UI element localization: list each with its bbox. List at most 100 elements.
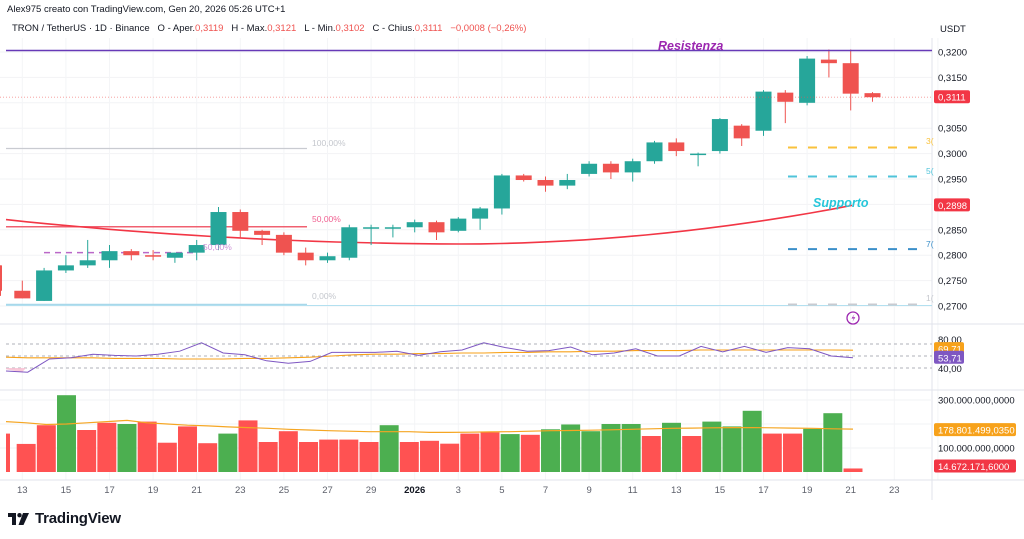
ma-line — [5, 204, 853, 245]
change-value: −0,0008 (−0,26%) — [450, 23, 527, 34]
candle — [297, 247, 314, 266]
date-tick-label[interactable]: 3 — [456, 485, 461, 496]
candle — [733, 124, 750, 146]
date-tick-label[interactable]: 9 — [586, 485, 591, 496]
drawing-lines[interactable] — [0, 49, 932, 98]
date-tick-label[interactable]: 27 — [322, 485, 333, 496]
date-tick-label[interactable]: 29 — [366, 485, 377, 496]
date-tick-label[interactable]: 2026 — [404, 485, 425, 496]
candle-body — [79, 260, 96, 266]
date-tick-label[interactable]: 23 — [889, 485, 900, 496]
volume-tag-bg — [934, 459, 1016, 473]
volume-ma-tag-bg — [934, 423, 1016, 437]
candle — [254, 229, 271, 246]
date-tick-label[interactable]: 7 — [543, 485, 548, 496]
candle-body — [777, 92, 794, 102]
date-tick-label[interactable]: 21 — [191, 485, 202, 496]
volume-bar — [117, 424, 137, 472]
fibonacci-retracement[interactable] — [6, 146, 932, 306]
candle — [559, 173, 576, 190]
date-tick-label[interactable]: 17 — [758, 485, 769, 496]
volume-bar — [601, 424, 621, 472]
candle-body — [602, 163, 619, 173]
candle-body — [472, 208, 489, 219]
candle-body — [733, 125, 750, 139]
volume-bar — [581, 431, 601, 472]
ma-price-tag-bg — [934, 198, 970, 212]
candle — [777, 90, 794, 124]
candle — [537, 176, 554, 192]
high-value: 0,3121 — [267, 23, 297, 34]
last-price-tag-bg — [934, 90, 970, 104]
rsi-tag-bg — [934, 350, 964, 364]
date-tick-label[interactable]: 19 — [802, 485, 813, 496]
price-tick-label: 0,2750 — [938, 276, 967, 287]
open-value: 0,3119 — [195, 23, 224, 34]
date-tick-label[interactable]: 17 — [104, 485, 115, 496]
date-tick-label[interactable]: 15 — [715, 485, 726, 496]
candle — [820, 49, 837, 78]
price-tick-label: 0,2850 — [938, 225, 967, 236]
symbol-name[interactable]: TRON / TetherUS · 1D · Binance — [12, 23, 150, 34]
candle — [188, 239, 205, 261]
candle-body — [14, 290, 31, 299]
date-tick-label[interactable]: 11 — [628, 485, 638, 496]
candle — [0, 265, 2, 296]
rsi-tag-text: 53,71 — [938, 353, 962, 364]
fib-small-label-50: 50,00% — [203, 242, 232, 252]
tradingview-logo-icon — [8, 512, 29, 525]
volume-bar — [420, 440, 439, 472]
close-label: C - Chius. — [372, 23, 415, 34]
price-tick-label: 0,3000 — [938, 149, 967, 160]
date-tick-label[interactable]: 13 — [671, 485, 682, 496]
ma-price-tag-text: 0,2898 — [938, 201, 967, 212]
volume-ma-tag-text: 178.801.499,0350 — [938, 426, 1015, 437]
candle-body — [820, 59, 837, 64]
volume-bar — [682, 436, 702, 472]
volume-bar — [238, 420, 258, 472]
volume-bar — [6, 433, 10, 472]
candle-body — [123, 251, 140, 256]
candle-body — [537, 180, 554, 186]
low-label: L - Min. — [304, 23, 336, 34]
candle — [363, 224, 380, 246]
fib-right-label-382: 3( — [926, 136, 934, 146]
volume-bar — [57, 395, 76, 472]
volume-bar — [97, 422, 117, 472]
volume-ma-line — [5, 419, 854, 433]
date-tick-label[interactable]: 21 — [845, 485, 856, 496]
volume-bar — [641, 436, 661, 472]
date-tick-label[interactable]: 19 — [148, 485, 159, 496]
volume-bar — [621, 424, 641, 472]
candle — [428, 220, 445, 240]
candle-body — [166, 252, 183, 258]
candle-body — [406, 222, 423, 228]
alert-lightning-icon[interactable] — [846, 311, 860, 325]
candle-body — [515, 175, 532, 181]
fib-right-label-786: 7( — [926, 239, 934, 249]
price-axis[interactable]: 0,3200 0,3150 0,3050 0,3000 0,2950 0,2850 0,28… — [934, 48, 1016, 473]
date-tick-label[interactable]: 25 — [279, 485, 290, 496]
date-tick-label[interactable]: 13 — [17, 485, 28, 496]
candle — [275, 232, 292, 256]
date-tick-label[interactable]: 5 — [499, 485, 504, 496]
volume-bar — [480, 432, 500, 472]
candle — [646, 140, 663, 164]
time-axis[interactable]: 13 15 17 19 21 23 25 27 29 2026 3 5 7 9 11 13 15 17 19 21 23 — [17, 485, 900, 496]
low-value: 0,3102 — [335, 23, 365, 34]
candle — [581, 161, 598, 177]
candle — [515, 173, 532, 182]
volume-tick-300m: 300.000.000,0000 — [938, 396, 1015, 407]
volume-bar — [16, 443, 36, 472]
candle-body — [36, 270, 53, 301]
volume-bar — [137, 421, 157, 472]
fib-label-50: 50,00% — [312, 214, 341, 224]
candle — [864, 92, 881, 102]
date-tick-label[interactable]: 23 — [235, 485, 246, 496]
candle-body — [559, 180, 576, 186]
resistance-label: Resistenza — [658, 39, 723, 53]
rsi-ma-tag-text: 69,71 — [938, 345, 962, 356]
tradingview-logo[interactable]: TradingView — [8, 510, 121, 527]
date-tick-label[interactable]: 15 — [61, 485, 72, 496]
